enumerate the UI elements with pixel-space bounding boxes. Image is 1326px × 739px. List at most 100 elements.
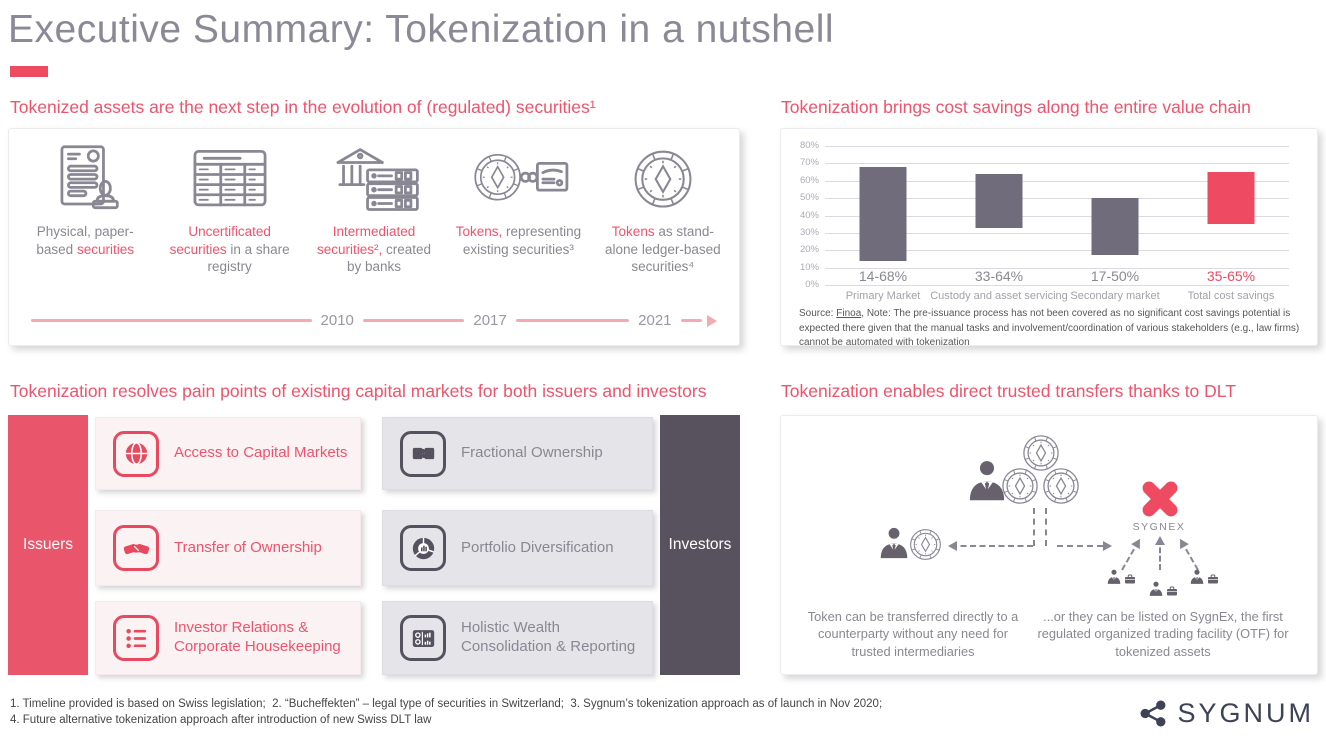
caption-segment: in a share registry xyxy=(207,241,290,275)
investors-label: Investors xyxy=(668,536,732,553)
timeline-year: 2010 xyxy=(320,312,354,329)
investor-with-briefcase-icon xyxy=(1189,568,1219,585)
source-text: Source: xyxy=(799,308,837,319)
page-title: Executive Summary: Tokenization in a nut… xyxy=(8,8,835,51)
pain-point-label: Holistic Wealth Consolidation & Reportin… xyxy=(461,619,636,655)
pain-point-label: Transfer of Ownership xyxy=(174,538,322,556)
listing-arrow xyxy=(1155,536,1165,570)
globe-icon xyxy=(113,430,159,477)
chart-gridline xyxy=(825,285,1289,286)
chart-ytick-label: 10% xyxy=(799,261,819,273)
token-icon xyxy=(909,528,942,561)
listing-arrow xyxy=(1121,531,1147,571)
cost-savings-chart-card: 0% 10% 20% 30% 40% 50% 60% 70% 80% 14-68% Primary… xyxy=(780,128,1318,348)
source-text: , Note: The pre-issuance process has not… xyxy=(799,308,1300,348)
transfer-line-left xyxy=(951,545,1033,547)
chart-value-label: 35-65% xyxy=(1206,268,1256,284)
timeline-segment xyxy=(515,319,630,322)
caption-segment: securities xyxy=(76,241,134,257)
timeline-segment xyxy=(31,319,312,322)
puzzle-icon xyxy=(400,430,446,477)
chart-gridline xyxy=(825,163,1289,165)
investor-relations-icon xyxy=(113,615,159,661)
chart-gridline xyxy=(825,232,1289,234)
footnote-line: 4. Future alternative tokenization appro… xyxy=(10,713,432,726)
source-link[interactable]: Finoa xyxy=(836,308,862,319)
document-stamp-icon xyxy=(13,143,157,217)
pie-chart-icon xyxy=(400,525,446,571)
investor-pain-point: Portfolio Diversification xyxy=(382,510,653,586)
issuer-pain-point: Investor Relations & Corporate Housekeep… xyxy=(95,601,361,675)
stage-caption: Tokens, representing existing securities… xyxy=(446,217,590,258)
issuers-label: Issuers xyxy=(23,536,73,553)
pain-points-heading: Tokenization resolves pain points of exi… xyxy=(10,381,707,401)
transfer-line-right xyxy=(1057,545,1103,547)
arrow-right-icon xyxy=(1103,541,1117,551)
evolution-stage: Tokens as stand-alone ledger-based secur… xyxy=(591,143,735,276)
caption-segment: representing existing securities³ xyxy=(462,224,582,257)
bank-servers-icon xyxy=(302,143,446,217)
evolution-stage: Intermediated securities², created by ba… xyxy=(302,143,446,276)
evolution-stage: Uncertificated securities in a share reg… xyxy=(157,143,301,276)
caption-segment: as stand-alone ledger-based securities⁴ xyxy=(605,224,721,275)
chart-gridline xyxy=(825,215,1289,217)
dlt-heading: Tokenization enables direct trusted tran… xyxy=(781,381,1236,401)
share-icon xyxy=(1141,700,1166,727)
caption-segment: Physical, paper-based xyxy=(36,224,134,257)
timeline-segment xyxy=(362,319,465,322)
investor-pain-point: Holistic Wealth Consolidation & Reportin… xyxy=(382,601,653,675)
chart-ytick-label: 70% xyxy=(799,157,819,169)
chart-value-label: 17-50% xyxy=(1090,268,1140,284)
chart-value-label: 14-68% xyxy=(858,268,908,284)
chart-ytick-label: 50% xyxy=(799,192,819,204)
transfer-line xyxy=(1045,508,1047,546)
sygnum-logo: SYGNUM xyxy=(1140,698,1314,729)
chart-ytick-label: 60% xyxy=(799,174,819,186)
footnote-line: 1. Timeline provided is based on Swiss l… xyxy=(10,698,883,710)
chart-ytick-label: 30% xyxy=(799,226,819,238)
stage-caption: Uncertificated securities in a share reg… xyxy=(157,217,301,276)
share-registry-icon xyxy=(157,143,301,217)
caption-segment: Intermediated securities², xyxy=(316,224,416,257)
chart-ytick-label: 40% xyxy=(799,209,819,221)
counterparty-person-icon xyxy=(877,524,911,561)
timeline-segment xyxy=(680,319,702,322)
investor-pain-point: Fractional Ownership xyxy=(382,417,653,490)
pain-points-grid: Issuers Investors Access to Capital Mark… xyxy=(8,415,740,675)
dlt-caption-right: ...or they can be listed on SygnEx, the … xyxy=(1037,609,1289,659)
stages-row: Physical, paper-based securities Uncerti… xyxy=(9,129,739,276)
timeline-arrow-icon xyxy=(707,314,723,327)
caption-segment: created by banks xyxy=(346,241,432,275)
chart-gridline xyxy=(825,146,1289,147)
pain-point-label: Investor Relations & Corporate Housekeep… xyxy=(174,619,341,655)
chart-category-label: Total cost savings xyxy=(1187,290,1275,302)
issuer-pain-point: Access to Capital Markets xyxy=(95,417,361,490)
pain-point-label: Portfolio Diversification xyxy=(461,538,614,556)
cost-savings-heading: Tokenization brings cost savings along t… xyxy=(781,97,1251,117)
stage-caption: Intermediated securities², created by ba… xyxy=(302,217,446,276)
chart-category-label: Secondary market xyxy=(1070,290,1160,302)
chart-source-note: Source: Finoa, Note: The pre-issuance pr… xyxy=(799,307,1303,351)
chart-gridline xyxy=(825,250,1289,252)
dlt-card: SYGNEX Token can be transferred directly… xyxy=(780,415,1318,675)
chart-gridline xyxy=(825,198,1289,200)
caption-segment: Uncertificated securities xyxy=(169,224,271,257)
logo-text: SYGNUM xyxy=(1177,698,1314,728)
token-icon xyxy=(1001,467,1039,505)
caption-segment: Tokens, xyxy=(455,224,503,239)
transfer-line xyxy=(1033,508,1035,546)
pain-point-label: Fractional Ownership xyxy=(461,444,603,462)
token-icon xyxy=(1042,467,1080,505)
evolution-card: Physical, paper-based securities Uncerti… xyxy=(8,128,740,346)
chart-bar xyxy=(1207,172,1255,225)
stage-caption: Physical, paper-based securities xyxy=(13,217,157,258)
chart-value-label: 33-64% xyxy=(974,268,1024,284)
stage-caption: Tokens as stand-alone ledger-based secur… xyxy=(591,217,735,276)
arrow-left-icon xyxy=(943,541,957,551)
token-icon xyxy=(591,143,735,217)
investor-with-briefcase-icon xyxy=(1106,568,1136,585)
evolution-stage: Tokens, representing existing securities… xyxy=(446,143,590,276)
evolution-stage: Physical, paper-based securities xyxy=(13,143,157,276)
investor-with-briefcase-icon xyxy=(1148,580,1178,597)
chart-bar xyxy=(859,166,907,261)
